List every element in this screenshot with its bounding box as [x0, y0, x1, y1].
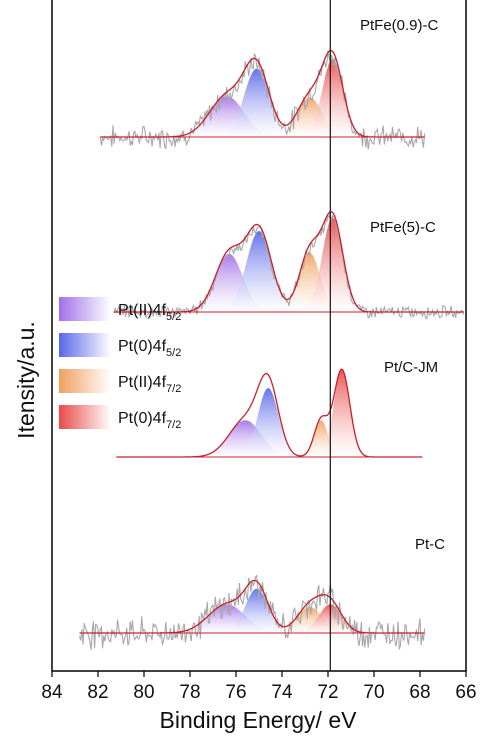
peak-pt0-52: [208, 231, 310, 312]
sample-label: Pt/C-JM: [384, 359, 438, 376]
raw-data-line: [99, 50, 426, 150]
peak-pt2-72: [259, 97, 361, 137]
legend: Pt(II)4f5/2 Pt(0)4f5/2 Pt(II)4f7/2 Pt(0)4f7…: [59, 297, 181, 431]
envelope-fit-line: [114, 211, 464, 313]
x-axis-ticks: 84 82 80 78 76 74 72 70 68 66: [41, 671, 477, 703]
peak-pt0-52: [210, 588, 303, 633]
x-tick-label: 68: [409, 682, 430, 703]
spectrum-1: PtFe(5)-C: [113, 211, 465, 320]
peak-pt2-52: [153, 604, 301, 633]
peak-pt0-52: [206, 68, 308, 137]
legend-swatch: [59, 297, 111, 321]
x-tick-label: 72: [317, 682, 338, 703]
peak-pt0-72: [291, 59, 374, 137]
legend-label: Pt(0)4f5/2: [118, 338, 181, 359]
peak-pt2-52: [180, 420, 310, 457]
spectrum-3: Pt-C: [79, 536, 445, 650]
legend-label: Pt(0)4f7/2: [118, 410, 181, 431]
sample-label: Pt-C: [415, 536, 445, 553]
legend-swatch: [59, 405, 111, 429]
x-tick-label: 78: [179, 682, 200, 703]
envelope-fit-line: [100, 49, 425, 138]
legend-label: Pt(II)4f5/2: [118, 302, 181, 323]
x-tick-label: 74: [271, 682, 293, 703]
envelope-fit-line: [116, 368, 423, 458]
spectra-layer: PtFe(0.9)-C PtFe(5)-C Pt/C-JM Pt-C: [79, 17, 465, 650]
peak-pt2-72: [268, 252, 351, 312]
sample-label: PtFe(5)-C: [370, 219, 436, 236]
x-tick-label: 70: [363, 682, 384, 703]
x-tick-label: 80: [133, 682, 154, 703]
peak-pt2-72: [293, 420, 349, 457]
x-tick-label: 84: [41, 682, 63, 703]
raw-data-line: [113, 212, 465, 320]
legend-swatch: [59, 333, 111, 357]
peak-pt2-72: [259, 607, 361, 633]
peak-pt2-52: [157, 96, 296, 137]
peak-pt2-52: [173, 253, 285, 312]
x-tick-label: 66: [455, 682, 476, 703]
envelope-fit-line: [79, 579, 425, 634]
peak-pt0-72: [309, 369, 374, 457]
plot-frame: [51, 0, 467, 672]
x-tick-label: 82: [87, 682, 108, 703]
spectrum-2: Pt/C-JM: [116, 359, 438, 458]
legend-label: Pt(II)4f7/2: [118, 374, 181, 395]
legend-swatch: [59, 369, 111, 393]
x-tick-label: 76: [225, 682, 246, 703]
y-axis-title: Itensity/a.u.: [13, 321, 39, 439]
spectrum-0: PtFe(0.9)-C: [99, 17, 439, 150]
peak-pt0-72: [291, 217, 374, 312]
peak-pt0-52: [226, 388, 310, 457]
x-axis-title: Binding Energy/ eV: [160, 707, 358, 733]
sample-label: PtFe(0.9)-C: [360, 17, 439, 34]
